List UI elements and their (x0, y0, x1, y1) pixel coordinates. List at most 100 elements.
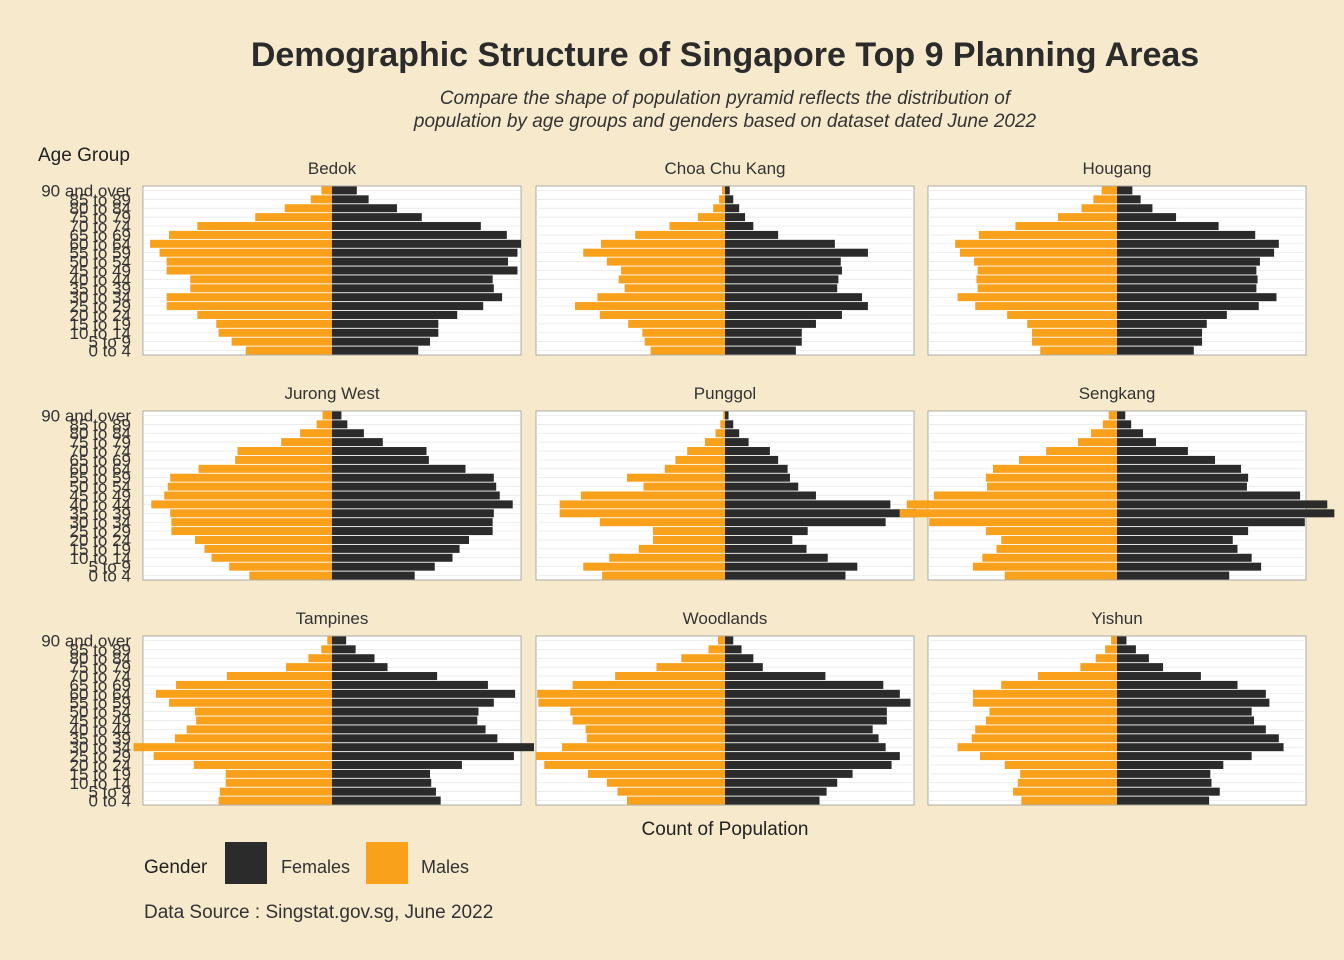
bar-male (609, 553, 725, 562)
bar-male (194, 535, 332, 544)
age-tick-label: 50 to 54 (70, 703, 131, 722)
age-tick-label: 15 to 19 (70, 765, 131, 784)
bar-male (985, 473, 1117, 482)
age-tick-label: 85 to 89 (70, 415, 131, 434)
bar-male (975, 302, 1117, 311)
bar-male (975, 725, 1117, 734)
bar-male (638, 544, 725, 553)
bar-female (332, 455, 429, 464)
age-tick-label: 75 to 79 (70, 208, 131, 227)
bar-male (218, 328, 332, 337)
bar-female (725, 636, 734, 645)
legend-title: Gender (144, 857, 208, 878)
bar-male (587, 769, 725, 778)
bar-female (1117, 293, 1277, 302)
bar-female (725, 310, 842, 319)
bar-female (1117, 464, 1242, 473)
bar-male (186, 725, 332, 734)
panel-title: Yishun (1091, 609, 1142, 628)
bar-female (332, 195, 369, 204)
age-tick-label: 30 to 34 (70, 513, 131, 532)
bar-male (194, 707, 332, 716)
bar-male (597, 293, 725, 302)
chart-subtitle-line1: Compare the shape of population pyramid … (440, 88, 1012, 109)
x-axis-title: Count of Population (642, 819, 809, 840)
bar-male (537, 689, 725, 698)
bar-female (725, 302, 868, 311)
bar-male (308, 654, 332, 663)
age-tick-label: 0 to 4 (88, 567, 131, 586)
bar-female (332, 680, 488, 689)
bar-male (976, 275, 1117, 284)
panel-title: Woodlands (683, 609, 768, 628)
bar-male (972, 689, 1117, 698)
age-tick-label: 60 to 64 (70, 685, 131, 704)
bar-male (211, 553, 332, 562)
bar-female (1117, 654, 1149, 663)
bar-male (1021, 796, 1117, 805)
bar-male (538, 698, 725, 707)
bar-female (725, 275, 839, 284)
bar-female (725, 544, 807, 553)
bar-female (725, 213, 746, 222)
bar-male (1004, 760, 1117, 769)
bar-male (316, 420, 332, 429)
bar-female (725, 239, 835, 248)
bar-female (332, 571, 415, 580)
bar-female (332, 482, 497, 491)
bar-female (725, 752, 900, 761)
bar-male (957, 743, 1117, 752)
bar-female (332, 186, 357, 195)
bar-female (1117, 663, 1164, 672)
bar-female (725, 230, 779, 239)
bar-male (987, 482, 1117, 491)
age-tick-label: 85 to 89 (70, 190, 131, 209)
bar-male (1013, 787, 1117, 796)
bar-female (332, 535, 470, 544)
bar-male (171, 527, 332, 536)
bar-female (1117, 420, 1132, 429)
bar-male (1093, 195, 1117, 204)
bar-female (1117, 544, 1238, 553)
bar-male (1108, 411, 1117, 420)
age-tick-label: 10 to 14 (70, 324, 131, 343)
bar-male (583, 562, 725, 571)
bar-male (615, 672, 725, 681)
bar-female (725, 769, 853, 778)
bar-female (1117, 796, 1210, 805)
bar-male (977, 284, 1117, 293)
bar-female (332, 500, 513, 509)
panel-sengkang: Sengkang (899, 384, 1335, 581)
bar-female (1117, 716, 1255, 725)
bar-male (626, 796, 725, 805)
bar-male (621, 266, 725, 275)
bar-male (155, 689, 332, 698)
age-tick-label: 5 to 9 (88, 333, 131, 352)
bar-male (164, 491, 332, 500)
bar-male (644, 337, 725, 346)
age-tick-label: 30 to 34 (70, 738, 131, 757)
bar-male (715, 429, 725, 438)
bar-male (1037, 672, 1117, 681)
bar-male (570, 707, 725, 716)
bar-female (332, 319, 439, 328)
bar-male (583, 248, 725, 257)
bar-female (725, 689, 900, 698)
age-tick-label: 60 to 64 (70, 235, 131, 254)
bar-female (725, 411, 729, 420)
age-tick-label: 50 to 54 (70, 253, 131, 272)
bar-female (725, 482, 799, 491)
bar-male (624, 284, 725, 293)
bar-male (166, 293, 332, 302)
bar-female (332, 248, 518, 257)
age-tick-label: 50 to 54 (70, 478, 131, 497)
age-tick-label: 35 to 39 (70, 729, 131, 748)
bar-male (151, 500, 332, 509)
bar-female (1117, 230, 1256, 239)
bar-female (332, 769, 431, 778)
bar-female (332, 328, 439, 337)
bar-male (198, 464, 332, 473)
bar-female (1117, 787, 1220, 796)
bar-female (332, 230, 507, 239)
bar-male (197, 310, 332, 319)
